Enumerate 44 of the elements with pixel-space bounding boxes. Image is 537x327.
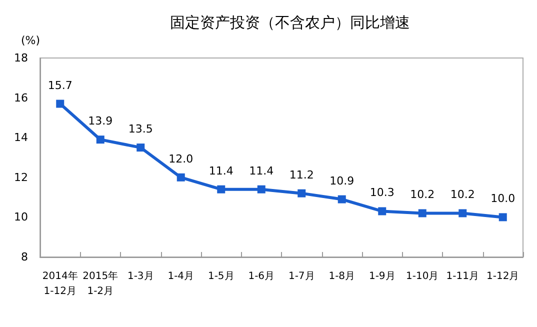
data-label: 10.2 (450, 188, 475, 202)
data-label: 10.3 (370, 186, 394, 200)
data-label: 10.0 (490, 192, 516, 206)
y-tick-label: 18 (14, 52, 28, 64)
data-label: 15.7 (48, 78, 72, 92)
point (498, 213, 507, 222)
point (56, 100, 64, 108)
point (338, 195, 346, 204)
data-label: 10.2 (410, 188, 435, 202)
x-tick-label: 1-3月 (127, 271, 154, 282)
point (458, 209, 467, 218)
x-tick-label: 1-4月 (168, 271, 194, 282)
y-tick-label: 10 (14, 210, 28, 224)
chart-title: 固定资产投资（不含农户）同比增速 (170, 14, 410, 32)
x-tick-label: 1-10月 (406, 271, 439, 282)
x-tick-label: 1-7月 (288, 271, 315, 282)
data-label: 11.4 (208, 164, 234, 178)
point (418, 209, 426, 218)
point (257, 185, 266, 194)
y-tick-label: 16 (14, 91, 28, 104)
point (136, 144, 145, 152)
data-label: 13.5 (128, 122, 153, 136)
point (217, 185, 226, 194)
point (298, 189, 306, 198)
x-tick-label: 1-9月 (368, 271, 396, 282)
y-tick-label: 8 (21, 250, 28, 264)
y-axis-title: (%) (20, 34, 40, 47)
data-label: 10.9 (330, 174, 354, 188)
x-tick-label: 1-5月 (208, 271, 234, 282)
data-label: 11.4 (249, 164, 274, 178)
x-tick-label: 1-6月 (248, 271, 275, 282)
point (176, 173, 185, 182)
y-tick-label: 14 (14, 131, 28, 144)
y-tick-label: 12 (14, 170, 28, 184)
x-tick-label: 2014年 1-12月 (42, 270, 78, 297)
data-label: 11.2 (289, 168, 314, 182)
x-tick-label: 1-12月 (486, 271, 520, 282)
x-tick-label: 1-11月 (446, 271, 479, 282)
data-label: 12.0 (168, 152, 194, 166)
point (378, 207, 386, 216)
x-tick-label: 2015年 1-2月 (82, 270, 118, 297)
x-tick-label: 1-8月 (328, 271, 356, 282)
point (96, 136, 104, 144)
data-label: 13.9 (88, 114, 113, 128)
